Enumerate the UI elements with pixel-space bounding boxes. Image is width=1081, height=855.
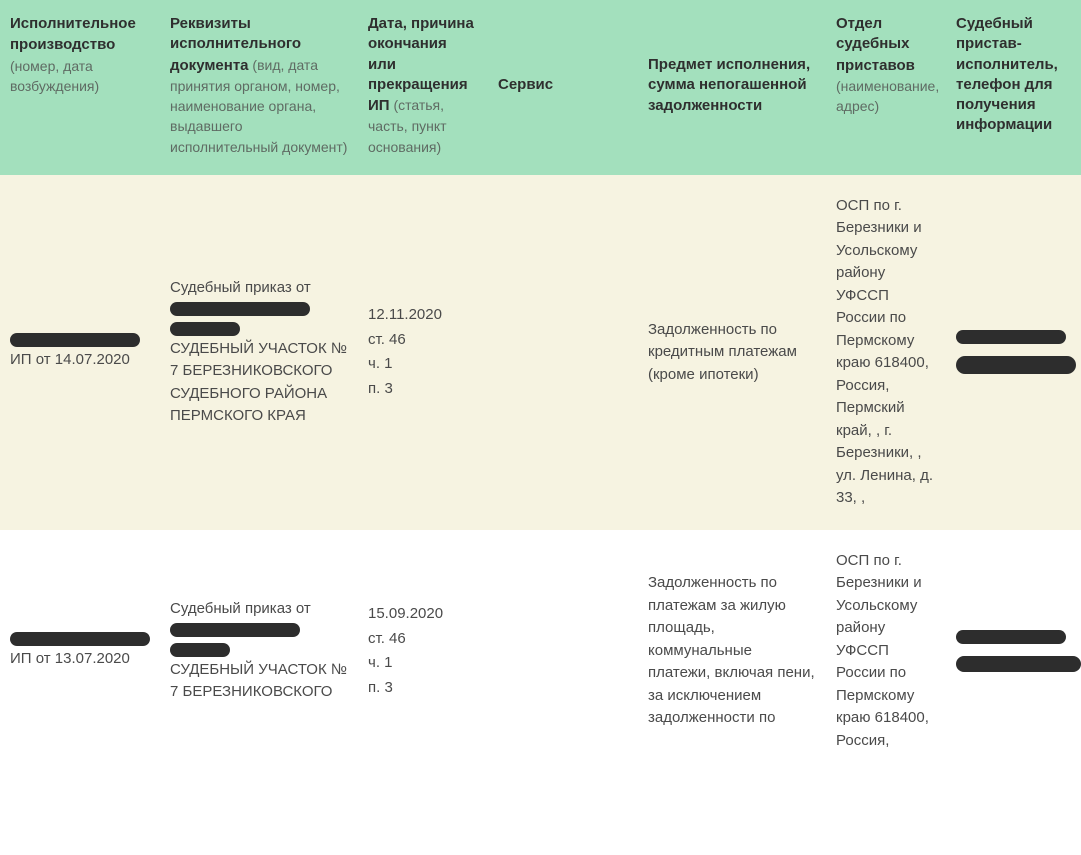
- redacted-text: [170, 623, 300, 637]
- cell-dept: ОСП по г. Березники и Усольскому району …: [826, 175, 946, 530]
- subject-text: Задолженность по кредитным платежам (кро…: [648, 321, 797, 383]
- col-header-enddate: Дата, причина окончания или прекращения …: [358, 0, 488, 175]
- cell-service: [488, 530, 638, 773]
- cell-dept: ОСП по г. Березники и Усольскому району …: [826, 530, 946, 773]
- redacted-text: [170, 322, 240, 336]
- cell-enddate: 12.11.2020 ст. 46 ч. 1 п. 3: [358, 175, 488, 530]
- enforcement-table: Исполнительное производство (номер, дата…: [0, 0, 1081, 772]
- col-header-subject: Предмет исполнения, сумма непогашенной з…: [638, 0, 826, 175]
- document-type: Судебный приказ от: [170, 598, 348, 621]
- cell-service: [488, 175, 638, 530]
- col-header-sub: (наименование, адрес): [836, 78, 939, 114]
- dept-text: ОСП по г. Березники и Усольскому району …: [836, 552, 929, 749]
- end-part: ч. 1: [368, 652, 478, 675]
- cell-bailiff: [946, 530, 1081, 773]
- end-point: п. 3: [368, 677, 478, 700]
- col-header-document: Реквизиты исполнительного документа (вид…: [160, 0, 358, 175]
- cell-bailiff: [946, 175, 1081, 530]
- end-article: ст. 46: [368, 628, 478, 651]
- col-header-bailiff: Судебный пристав-исполнитель, телефон дл…: [946, 0, 1081, 175]
- table-header-row: Исполнительное производство (номер, дата…: [0, 0, 1081, 175]
- cell-subject: Задолженность по платежам за жилую площа…: [638, 530, 826, 773]
- col-header-service: Сервис: [488, 0, 638, 175]
- end-part: ч. 1: [368, 353, 478, 376]
- end-date: 15.09.2020: [368, 603, 478, 626]
- end-article: ст. 46: [368, 329, 478, 352]
- document-issuer: СУДЕБНЫЙ УЧАСТОК № 7 БЕРЕЗНИКОВСКОГО СУД…: [170, 338, 348, 428]
- proceeding-date: ИП от 14.07.2020: [10, 349, 150, 372]
- document-type: Судебный приказ от: [170, 277, 348, 300]
- redacted-text: [170, 643, 230, 657]
- cell-document: Судебный приказ от СУДЕБНЫЙ УЧАСТОК № 7 …: [160, 175, 358, 530]
- cell-proceeding: ИП от 14.07.2020: [0, 175, 160, 530]
- redacted-text: [956, 630, 1066, 644]
- cell-enddate: 15.09.2020 ст. 46 ч. 1 п. 3: [358, 530, 488, 773]
- col-header-dept: Отдел судебных приставов (наименование, …: [826, 0, 946, 175]
- redacted-text: [10, 333, 140, 347]
- table-row: ИП от 13.07.2020 Судебный приказ от СУДЕ…: [0, 530, 1081, 773]
- subject-text: Задолженность по платежам за жилую площа…: [648, 574, 815, 726]
- end-point: п. 3: [368, 378, 478, 401]
- col-header-proceeding: Исполнительное производство (номер, дата…: [0, 0, 160, 175]
- col-header-main: Отдел судебных приставов: [836, 15, 915, 74]
- col-header-main: Сервис: [498, 76, 553, 93]
- cell-subject: Задолженность по кредитным платежам (кро…: [638, 175, 826, 530]
- cell-proceeding: ИП от 13.07.2020: [0, 530, 160, 773]
- dept-text: ОСП по г. Березники и Усольскому району …: [836, 197, 933, 507]
- document-issuer: СУДЕБНЫЙ УЧАСТОК № 7 БЕРЕЗНИКОВСКОГО: [170, 659, 348, 704]
- col-header-main: Предмет исполнения, сумма непогашенной з…: [648, 56, 810, 114]
- redacted-text: [10, 632, 150, 646]
- table-row: ИП от 14.07.2020 Судебный приказ от СУДЕ…: [0, 175, 1081, 530]
- col-header-sub: (номер, дата возбуждения): [10, 58, 99, 94]
- proceeding-date: ИП от 13.07.2020: [10, 648, 150, 671]
- col-header-main: Судебный пристав-исполнитель, телефон дл…: [956, 15, 1058, 133]
- cell-document: Судебный приказ от СУДЕБНЫЙ УЧАСТОК № 7 …: [160, 530, 358, 773]
- end-date: 12.11.2020: [368, 304, 478, 327]
- redacted-text: [956, 330, 1066, 344]
- redacted-text: [956, 356, 1076, 374]
- redacted-text: [956, 656, 1081, 672]
- col-header-main: Исполнительное производство: [10, 15, 136, 53]
- redacted-text: [170, 302, 310, 316]
